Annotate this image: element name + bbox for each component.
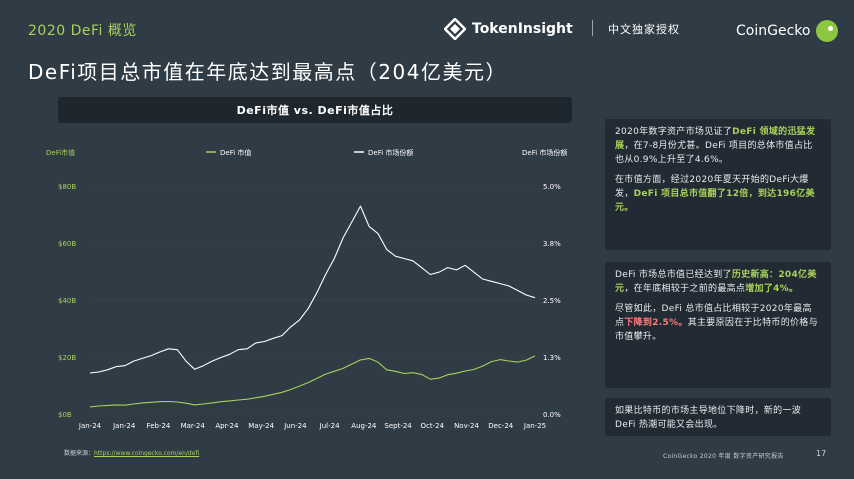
insight-2-para-2: 尽管如此，DeFi 总市值占比相较于2020年最高点下降到2.5%。其主要原因在… <box>615 304 818 342</box>
insight-1-para-1: 2020年数字资产市场见证了DeFi 领域的迅猛发展，在7-8月份尤甚。DeFi… <box>615 127 816 165</box>
page-title: DeFi项目总市值在年底达到最高点（204亿美元） <box>28 60 507 84</box>
y-left-axis-label: DeFi市值 <box>46 148 75 157</box>
x-tick-label: Jun-24 <box>283 422 307 430</box>
insight-3-text: 如果比特币的市场主导地位下降时，新的一波 DeFi 热潮可能又会出现。 <box>615 406 802 430</box>
x-tick-label: May-24 <box>248 422 274 430</box>
source-link[interactable]: https://www.coingecko.com/en/defi <box>94 450 200 457</box>
source-label: 数据来源： <box>64 450 95 457</box>
y-right-tick-label: 2.5% <box>543 297 561 305</box>
tokeninsight-logo: TokenInsight <box>444 18 573 40</box>
x-tick-label: Aug-24 <box>351 422 377 430</box>
x-tick-label: Apr-24 <box>215 422 239 430</box>
y-left-tick-label: $0B <box>58 411 72 419</box>
x-tick-label: Sept-24 <box>384 422 412 430</box>
insight-box-1: 2020年数字资产市场见证了DeFi 领域的迅猛发展，在7-8月份尤甚。DeFi… <box>605 119 831 250</box>
insight-box-2: DeFi 市场总市值已经达到了历史新高：204亿美元，在年底相较于之前的最高点增… <box>605 262 831 388</box>
legend-label-defi-cap: DeFi 市值 <box>220 148 251 157</box>
gecko-icon <box>816 20 839 42</box>
y-left-tick-label: $80B <box>58 183 76 191</box>
y-left-tick-label: $20B <box>58 354 76 362</box>
x-tick-label: Jan-24 <box>112 422 136 430</box>
series-line-defi-cap <box>89 355 536 408</box>
y-right-tick-label: 1.3% <box>543 354 561 362</box>
report-footer: CoinGecko 2020 年度 数字资产研究报告 <box>663 453 784 460</box>
insight-2-para-1: DeFi 市场总市值已经达到了历史新高：204亿美元，在年底相较于之前的最高点增… <box>615 270 817 294</box>
legend-label-defi-share: DeFi 市场份额 <box>368 148 413 157</box>
data-source: 数据来源：https://www.coingecko.com/en/defi <box>64 448 199 457</box>
section-label: 2020 DeFi 概览 <box>28 23 137 39</box>
y-right-tick-label: 0.0% <box>543 411 561 419</box>
tokeninsight-icon <box>444 18 466 40</box>
y-left-tick-label: $60B <box>58 240 76 248</box>
x-tick-label: Mar-24 <box>181 422 206 430</box>
brand-divider <box>592 20 593 36</box>
defi-chart: $0B 0.0% $20B 1.3% $40B 2.5% $60B 3.8% $80B 5.0% D… <box>46 148 567 430</box>
x-tick-label: Nov-24 <box>454 422 479 430</box>
coingecko-name: CoinGecko <box>736 23 811 39</box>
x-tick-label: Jul-24 <box>319 422 340 430</box>
x-tick-label: Oct-24 <box>421 422 445 430</box>
x-tick-label: Dec-24 <box>488 422 514 430</box>
y-right-tick-label: 5.0% <box>543 183 561 191</box>
y-left-tick-label: $40B <box>58 297 76 305</box>
x-tick-label: Feb-24 <box>147 422 171 430</box>
x-tick-label: Jan-24 <box>78 422 102 430</box>
insight-1-para-2: 在市值方面，经过2020年夏天开始的DeFi大爆发，DeFi 项目总市值翻了12… <box>615 175 815 213</box>
y-right-axis-label: DeFi 市场份额 <box>522 148 567 157</box>
x-tick-label: Jan-25 <box>523 422 546 430</box>
insight-box-3: 如果比特币的市场主导地位下降时，新的一波 DeFi 热潮可能又会出现。 <box>605 398 831 436</box>
chart-title: DeFi市值 vs. DeFi市值占比 <box>58 97 572 123</box>
y-right-tick-label: 3.8% <box>543 240 561 248</box>
page-number: 17 <box>816 449 827 458</box>
authorization-label: 中文独家授权 <box>608 23 680 36</box>
series-line-defi-share <box>89 205 536 374</box>
tokeninsight-name: TokenInsight <box>472 21 573 37</box>
coingecko-logo: CoinGecko <box>736 20 839 42</box>
